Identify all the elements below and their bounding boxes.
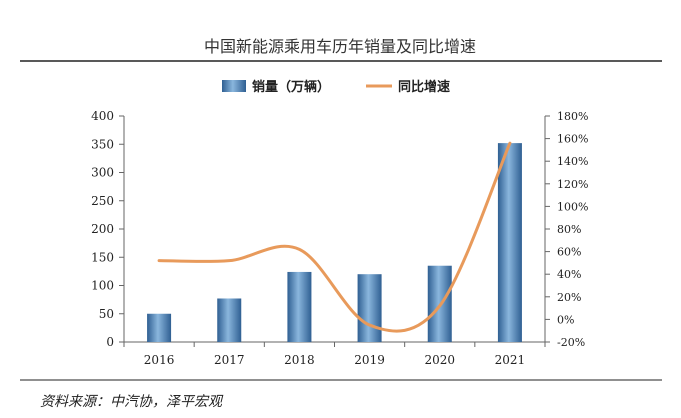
x-tick-label: 2016 (144, 353, 175, 367)
left-tick-label: 150 (91, 250, 114, 264)
legend-bar-swatch (222, 80, 246, 92)
right-tick-label: 100% (557, 200, 588, 213)
left-tick-label: 50 (99, 307, 114, 321)
right-tick-label: 120% (557, 178, 588, 191)
sales-bar (357, 274, 382, 342)
left-tick-label: 0 (106, 335, 114, 349)
axes (119, 115, 550, 347)
right-tick-label: 20% (557, 291, 581, 304)
sales-bar (287, 271, 312, 342)
legend-line-label: 同比增速 (398, 79, 450, 95)
x-tick-label: 2018 (284, 353, 315, 367)
x-tick-label: 2020 (424, 353, 455, 367)
source-note: 资料来源：中汽协，泽平宏观 (40, 394, 224, 410)
left-tick-label: 300 (91, 166, 114, 180)
right-tick-label: -20% (557, 336, 585, 349)
left-tick-label: 350 (91, 137, 114, 151)
x-tick-label: 2021 (495, 353, 526, 367)
growth-rate-line (157, 141, 512, 333)
right-tick-label: 0% (557, 313, 574, 326)
tick-labels: 0 50 100 150 200 250 300 350 400 -20% 0% 20% 40% 60% 8… (91, 109, 588, 367)
left-tick-label: 250 (91, 194, 114, 208)
sales-bar (147, 313, 172, 342)
right-tick-label: 180% (557, 110, 588, 123)
chart-title: 中国新能源乘用车历年销量及同比增速 (204, 37, 476, 56)
right-tick-label: 60% (557, 246, 581, 259)
left-tick-label: 200 (91, 222, 114, 236)
right-tick-label: 40% (557, 268, 581, 281)
right-tick-label: 140% (557, 155, 588, 168)
sales-bar (217, 298, 242, 342)
right-tick-label: 80% (557, 223, 581, 236)
x-tick-label: 2019 (354, 353, 385, 367)
sales-bar (497, 143, 522, 342)
growth-line-layer (157, 141, 512, 333)
right-tick-label: 160% (557, 133, 588, 146)
bars (147, 143, 522, 342)
left-tick-label: 400 (91, 109, 114, 123)
x-tick-label: 2017 (214, 353, 245, 367)
left-tick-label: 100 (91, 279, 114, 293)
legend: 销量（万辆） 同比增速 (222, 79, 450, 95)
legend-bar-label: 销量（万辆） (252, 79, 330, 95)
